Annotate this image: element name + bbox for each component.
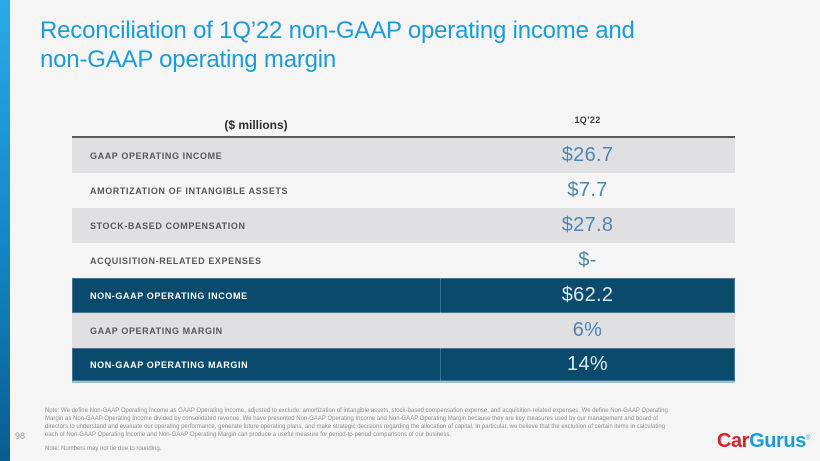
row-value: 6% — [572, 319, 603, 341]
footnotes: Note: We define Non-GAAP Operating Incom… — [45, 407, 670, 453]
table-row: GAAP OPERATING MARGIN 6% — [72, 313, 735, 348]
row-label: NON-GAAP OPERATING MARGIN — [90, 359, 249, 370]
table-header-units: ($ millions) — [224, 118, 288, 132]
page-title-line1: Reconciliation of 1Q’22 non-GAAP operati… — [40, 17, 635, 44]
table-row: GAAP OPERATING INCOME $26.7 — [72, 138, 735, 173]
table-row: AMORTIZATION OF INTANGIBLE ASSETS $7.7 — [72, 173, 735, 208]
page-title-line2: non-GAAP operating margin — [40, 46, 337, 73]
row-value: $- — [578, 249, 597, 271]
table-row-highlight: NON-GAAP OPERATING INCOME $62.2 — [72, 278, 735, 313]
row-label: NON-GAAP OPERATING INCOME — [90, 290, 248, 301]
row-label: ACQUISITION-RELATED EXPENSES — [90, 255, 262, 266]
reconciliation-table: ($ millions) 1Q’22 GAAP OPERATING INCOME… — [72, 106, 735, 383]
table-row-highlight: NON-GAAP OPERATING MARGIN 14% — [72, 348, 735, 383]
row-value: $27.8 — [561, 214, 614, 236]
page-title: Reconciliation of 1Q’22 non-GAAP operati… — [40, 16, 780, 74]
table-header-row: ($ millions) 1Q’22 — [72, 106, 735, 138]
row-value: $26.7 — [561, 144, 614, 166]
logo-car-text: Car — [716, 430, 750, 452]
footnote-rounding: Note: Numbers may not tie due to roundin… — [45, 446, 162, 452]
row-label: GAAP OPERATING MARGIN — [90, 325, 223, 336]
row-value: $7.7 — [567, 179, 608, 201]
row-value: $62.2 — [561, 284, 614, 306]
footnote-definition: Note: We define Non-GAAP Operating Incom… — [45, 408, 668, 438]
page-number: 98 — [15, 431, 26, 441]
left-accent-bar — [0, 0, 10, 461]
table-row: ACQUISITION-RELATED EXPENSES $- — [72, 243, 735, 278]
row-label: GAAP OPERATING INCOME — [90, 150, 223, 161]
table-row: STOCK-BASED COMPENSATION $27.8 — [72, 208, 735, 243]
cargurus-logo: CarGurus® — [717, 430, 810, 453]
table-header-period: 1Q’22 — [574, 115, 601, 125]
row-label: STOCK-BASED COMPENSATION — [90, 220, 246, 231]
row-label: AMORTIZATION OF INTANGIBLE ASSETS — [90, 185, 289, 196]
logo-gurus-text: Gurus — [749, 430, 806, 452]
registered-trademark-icon: ® — [805, 435, 810, 442]
row-value: 14% — [567, 353, 608, 375]
